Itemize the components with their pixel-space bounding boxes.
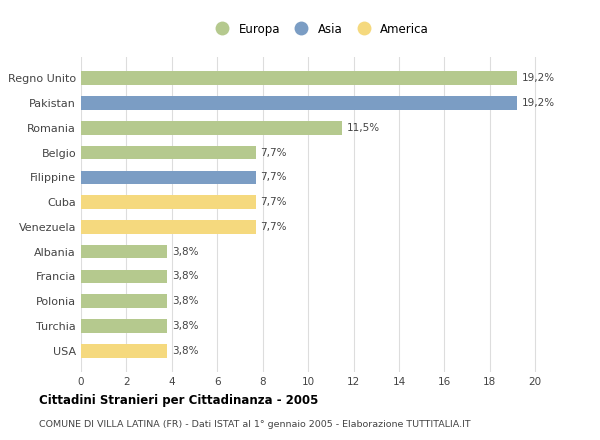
Legend: Europa, Asia, America: Europa, Asia, America bbox=[206, 19, 433, 39]
Bar bbox=[81, 245, 167, 258]
Text: Cittadini Stranieri per Cittadinanza - 2005: Cittadini Stranieri per Cittadinanza - 2… bbox=[39, 394, 319, 407]
Text: 7,7%: 7,7% bbox=[260, 147, 287, 158]
Text: 3,8%: 3,8% bbox=[172, 271, 199, 282]
Bar bbox=[81, 96, 517, 110]
Bar bbox=[81, 121, 342, 135]
Bar bbox=[81, 319, 167, 333]
Text: 7,7%: 7,7% bbox=[260, 197, 287, 207]
Bar bbox=[81, 146, 256, 159]
Bar bbox=[81, 220, 256, 234]
Text: 7,7%: 7,7% bbox=[260, 172, 287, 182]
Text: 11,5%: 11,5% bbox=[347, 123, 380, 133]
Text: 3,8%: 3,8% bbox=[172, 346, 199, 356]
Bar bbox=[81, 71, 517, 85]
Bar bbox=[81, 344, 167, 357]
Bar bbox=[81, 195, 256, 209]
Text: 3,8%: 3,8% bbox=[172, 296, 199, 306]
Text: COMUNE DI VILLA LATINA (FR) - Dati ISTAT al 1° gennaio 2005 - Elaborazione TUTTI: COMUNE DI VILLA LATINA (FR) - Dati ISTAT… bbox=[39, 420, 470, 429]
Bar bbox=[81, 270, 167, 283]
Text: 19,2%: 19,2% bbox=[521, 73, 555, 83]
Text: 19,2%: 19,2% bbox=[521, 98, 555, 108]
Text: 3,8%: 3,8% bbox=[172, 247, 199, 257]
Text: 7,7%: 7,7% bbox=[260, 222, 287, 232]
Text: 3,8%: 3,8% bbox=[172, 321, 199, 331]
Bar bbox=[81, 294, 167, 308]
Bar bbox=[81, 171, 256, 184]
